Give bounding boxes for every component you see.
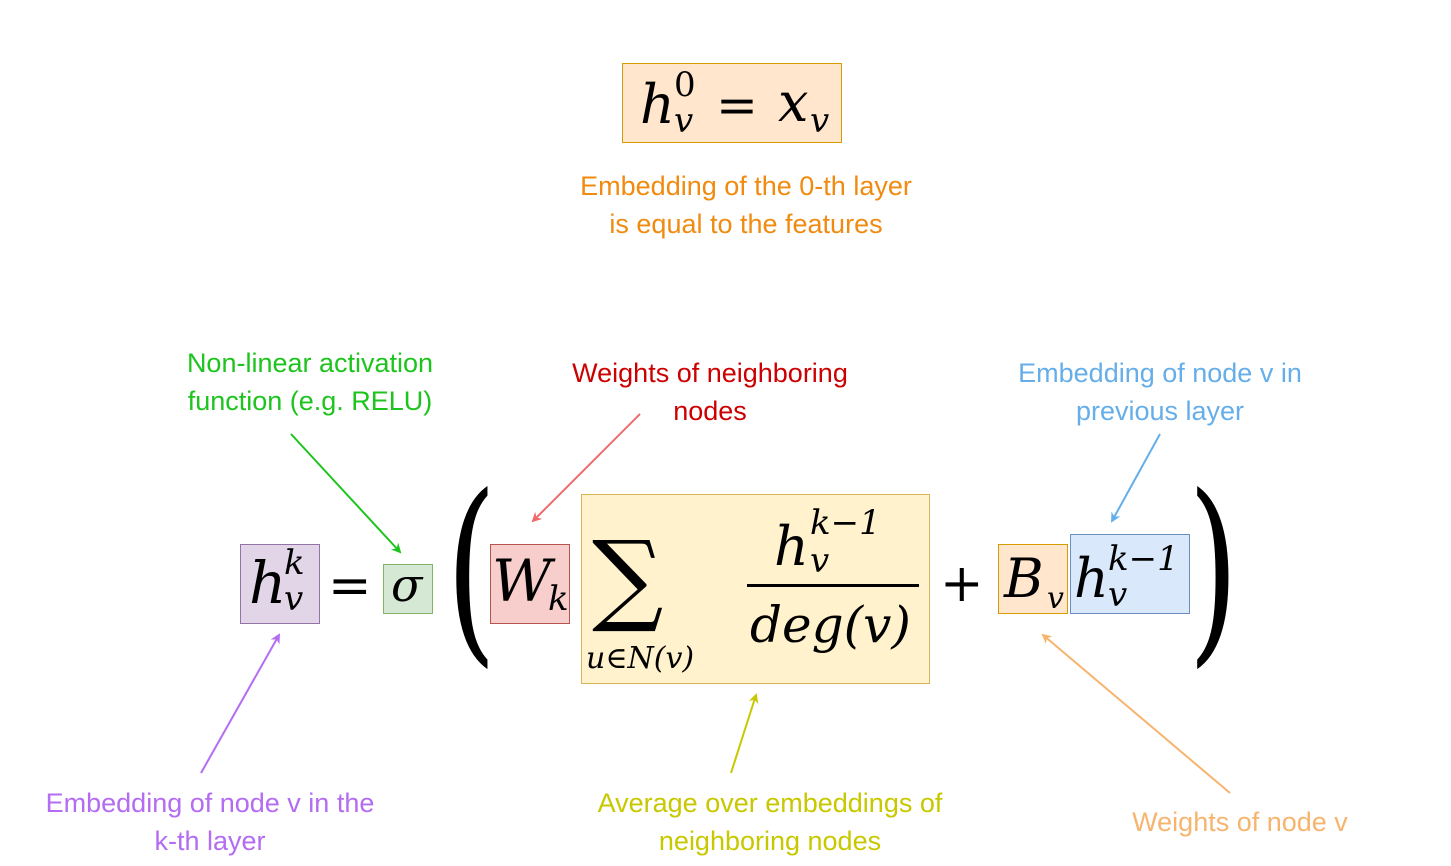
layer0-equals: = xyxy=(716,76,758,134)
prev-embedding-arrow xyxy=(1111,433,1161,523)
activation-annotation-line2: function (e.g. RELU) xyxy=(187,386,433,416)
node-weights-B: B xyxy=(1004,547,1044,610)
activation-annotation-line1: Non-linear activation xyxy=(186,348,434,378)
node-weights-sub: v xyxy=(1047,581,1064,616)
node-weights-arrow xyxy=(1041,633,1231,794)
neighbor-weights-annotation-line1: Weights of neighboring xyxy=(572,358,848,388)
fraction-num-sub: v xyxy=(810,541,830,581)
average-annotation-line1: Average over embeddings of xyxy=(597,788,943,818)
kth-embedding-annotation: Embedding of node v in the k-th layer xyxy=(0,784,420,860)
fraction-num-sup: k−1 xyxy=(810,503,881,543)
average-annotation-line2: neighboring nodes xyxy=(658,826,882,856)
paren-open: ( xyxy=(446,453,497,686)
node-weights-box xyxy=(998,544,1068,614)
layer0-annotation-line1: Embedding of the 0-th layer xyxy=(580,171,912,201)
layer0-annotation-line2: is equal to the features xyxy=(609,209,883,239)
fraction-denominator: deg(v) xyxy=(750,596,911,654)
layer0-equation-box xyxy=(622,63,842,143)
fraction-bar xyxy=(747,584,919,587)
neighbor-weights-arrow xyxy=(531,413,641,523)
neighbor-weights-annotation-line2: nodes xyxy=(673,396,747,426)
sum-symbol: ∑ xyxy=(592,519,664,636)
prev-embedding-box xyxy=(1070,534,1190,614)
node-weights-annotation: Weights of node v xyxy=(1080,803,1400,841)
layer0-x: x xyxy=(778,71,809,134)
kth-embedding-arrow xyxy=(200,633,280,774)
weights-sub: k xyxy=(548,579,569,619)
prev-embedding-annotation-line1: Embedding of node v in xyxy=(1018,358,1302,388)
lhs-sub: v xyxy=(284,579,304,619)
kth-embedding-annotation-line1: Embedding of node v in the xyxy=(45,788,375,818)
weights-box xyxy=(490,544,570,624)
prev-embedding-annotation: Embedding of node v in previous layer xyxy=(970,354,1350,430)
layer0-sub: v xyxy=(674,101,694,141)
prev-h: h xyxy=(1074,547,1109,610)
main-equals: = xyxy=(328,556,372,616)
layer0-x-sub: v xyxy=(810,101,830,141)
sigma-symbol: σ xyxy=(391,558,423,612)
prev-embedding-annotation-line2: previous layer xyxy=(1075,396,1245,426)
kth-embedding-annotation-line2: k-th layer xyxy=(154,826,266,856)
fraction-num-h: h xyxy=(774,515,809,578)
lhs-sup: k xyxy=(284,543,305,583)
average-arrow xyxy=(730,693,759,774)
average-box xyxy=(581,494,930,684)
layer0-h: h xyxy=(640,73,675,136)
neighbor-weights-annotation: Weights of neighboring nodes xyxy=(520,354,900,430)
prev-sub: v xyxy=(1108,575,1128,615)
sigma-box xyxy=(383,564,433,614)
lhs-embedding-box xyxy=(240,544,320,624)
node-weights-annotation-line1: Weights of node v xyxy=(1132,807,1348,837)
prev-sup: k−1 xyxy=(1108,539,1179,579)
sum-subscript: u∈N(v) xyxy=(586,641,695,676)
average-annotation: Average over embeddings of neighboring n… xyxy=(560,784,980,860)
paren-close: ) xyxy=(1188,453,1239,686)
layer0-sup: 0 xyxy=(674,65,696,105)
activation-annotation: Non-linear activation function (e.g. REL… xyxy=(130,344,490,420)
lhs-h: h xyxy=(249,549,287,617)
main-plus: + xyxy=(940,554,984,614)
layer0-annotation: Embedding of the 0-th layer is equal to … xyxy=(546,167,946,243)
weights-W: W xyxy=(492,547,552,615)
activation-arrow xyxy=(290,433,402,554)
